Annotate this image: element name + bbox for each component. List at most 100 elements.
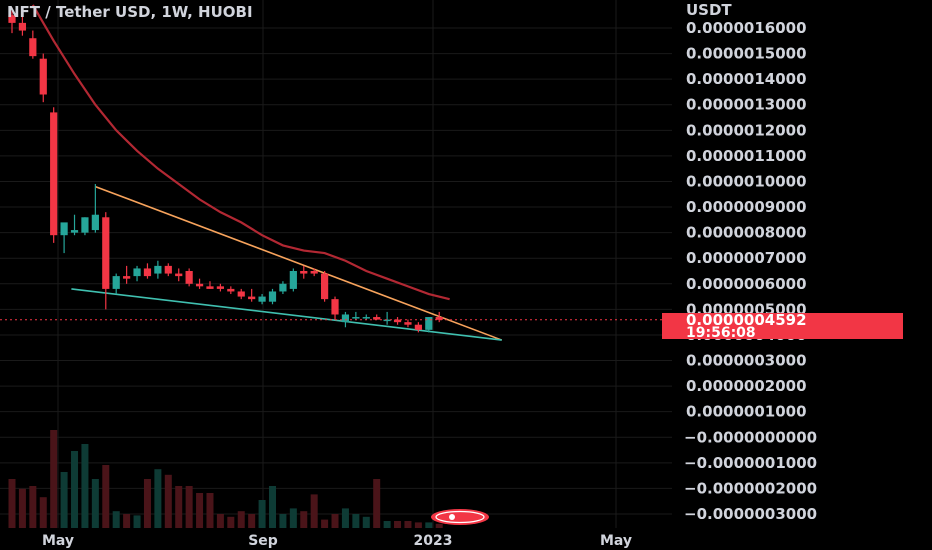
y-tick-label: 0.0000010000 (686, 172, 807, 190)
candle[interactable] (8, 7, 16, 34)
volume-bar (123, 514, 131, 528)
candle[interactable] (404, 319, 412, 328)
candles[interactable] (8, 7, 443, 333)
volume-bar (383, 521, 391, 528)
candle[interactable] (279, 281, 287, 295)
candle[interactable] (373, 314, 381, 320)
volume-bar (185, 486, 193, 528)
candle[interactable] (195, 278, 204, 289)
candle-body (227, 288, 235, 292)
candle[interactable] (393, 317, 402, 325)
candle-body (373, 317, 381, 320)
candle-body (404, 322, 412, 325)
candle[interactable] (185, 268, 193, 287)
y-tick-label: 0.0000001000 (686, 403, 807, 421)
candle[interactable] (435, 311, 443, 323)
candle-body (8, 15, 16, 23)
candle[interactable] (112, 273, 120, 295)
y-tick-label: 0.0000007000 (686, 249, 807, 267)
volume-bar (29, 486, 37, 528)
candle[interactable] (29, 30, 37, 59)
volume-bar (50, 430, 58, 528)
candle-body (310, 271, 318, 274)
y-tick-label: −0.0000002000 (684, 479, 817, 497)
candle[interactable] (50, 107, 58, 243)
candle-body (300, 271, 308, 274)
volume-bar (60, 472, 68, 528)
candle[interactable] (206, 281, 214, 289)
volume-bar (248, 514, 256, 528)
candle-body (216, 286, 224, 289)
candle[interactable] (321, 271, 329, 302)
candle[interactable] (143, 263, 152, 279)
candle-body (185, 271, 193, 284)
candle[interactable] (258, 294, 266, 305)
candle-body (352, 317, 360, 319)
candle[interactable] (300, 265, 308, 279)
volume-bar (237, 511, 245, 528)
volume-bar (352, 514, 360, 528)
candle[interactable] (164, 263, 172, 277)
candle[interactable] (123, 265, 131, 284)
volume-bar (321, 519, 329, 528)
logo-badge[interactable] (431, 509, 489, 525)
current-price-label: 0.0000004592 (686, 311, 807, 329)
candle-body (70, 230, 79, 233)
x-tick-label: May (600, 533, 632, 549)
candle[interactable] (102, 212, 110, 310)
volume-bar (196, 493, 204, 528)
volume-bar (310, 494, 318, 528)
candle[interactable] (425, 317, 433, 333)
candle[interactable] (331, 296, 339, 320)
y-tick-label: 0.0000006000 (686, 275, 807, 293)
volume-bar (143, 479, 151, 528)
y-tick-label: 0.0000016000 (686, 19, 807, 37)
candle[interactable] (383, 311, 391, 325)
volume-bar (373, 479, 381, 528)
candle[interactable] (310, 268, 318, 277)
candle[interactable] (268, 288, 277, 305)
candle[interactable] (60, 222, 68, 254)
candle-body (133, 268, 141, 277)
support-trendline[interactable] (71, 288, 502, 341)
candle-body (112, 276, 120, 289)
candle[interactable] (81, 217, 89, 236)
volume-bar (435, 523, 443, 528)
y-tick-label: 0.0000015000 (686, 45, 807, 63)
volume-bar (102, 465, 110, 528)
candle[interactable] (154, 260, 162, 279)
candle[interactable] (248, 288, 256, 302)
volume-bar (206, 493, 214, 528)
moving-average-line (31, 4, 450, 301)
volume-bar (81, 444, 89, 528)
y-tick-label: −0.0000000000 (684, 428, 817, 446)
candle[interactable] (175, 268, 183, 282)
candle[interactable] (70, 214, 79, 236)
candle-body (91, 214, 99, 231)
volume-bar (414, 522, 422, 528)
candle[interactable] (414, 322, 422, 333)
candle[interactable] (91, 184, 99, 233)
x-axis: May Sep 2023 May (42, 533, 632, 549)
candle[interactable] (362, 314, 370, 320)
candle[interactable] (216, 283, 224, 292)
candle[interactable] (237, 288, 245, 300)
candle-body (435, 317, 443, 320)
y-tick-label: 0.0000014000 (686, 70, 807, 88)
candle[interactable] (289, 268, 297, 292)
candle[interactable] (227, 286, 235, 295)
candle[interactable] (18, 15, 27, 36)
candle-body (237, 291, 245, 297)
candle-body (331, 299, 339, 315)
trendlines (71, 185, 503, 341)
candle[interactable] (133, 265, 141, 282)
candle[interactable] (352, 311, 360, 320)
y-tick-label: −0.0000003000 (684, 505, 817, 523)
candle[interactable] (39, 53, 47, 103)
candle-body (175, 273, 183, 277)
resistance-trendline[interactable] (95, 185, 503, 341)
y-tick-label: −0.0000001000 (684, 454, 817, 472)
volume-bar (227, 516, 235, 528)
